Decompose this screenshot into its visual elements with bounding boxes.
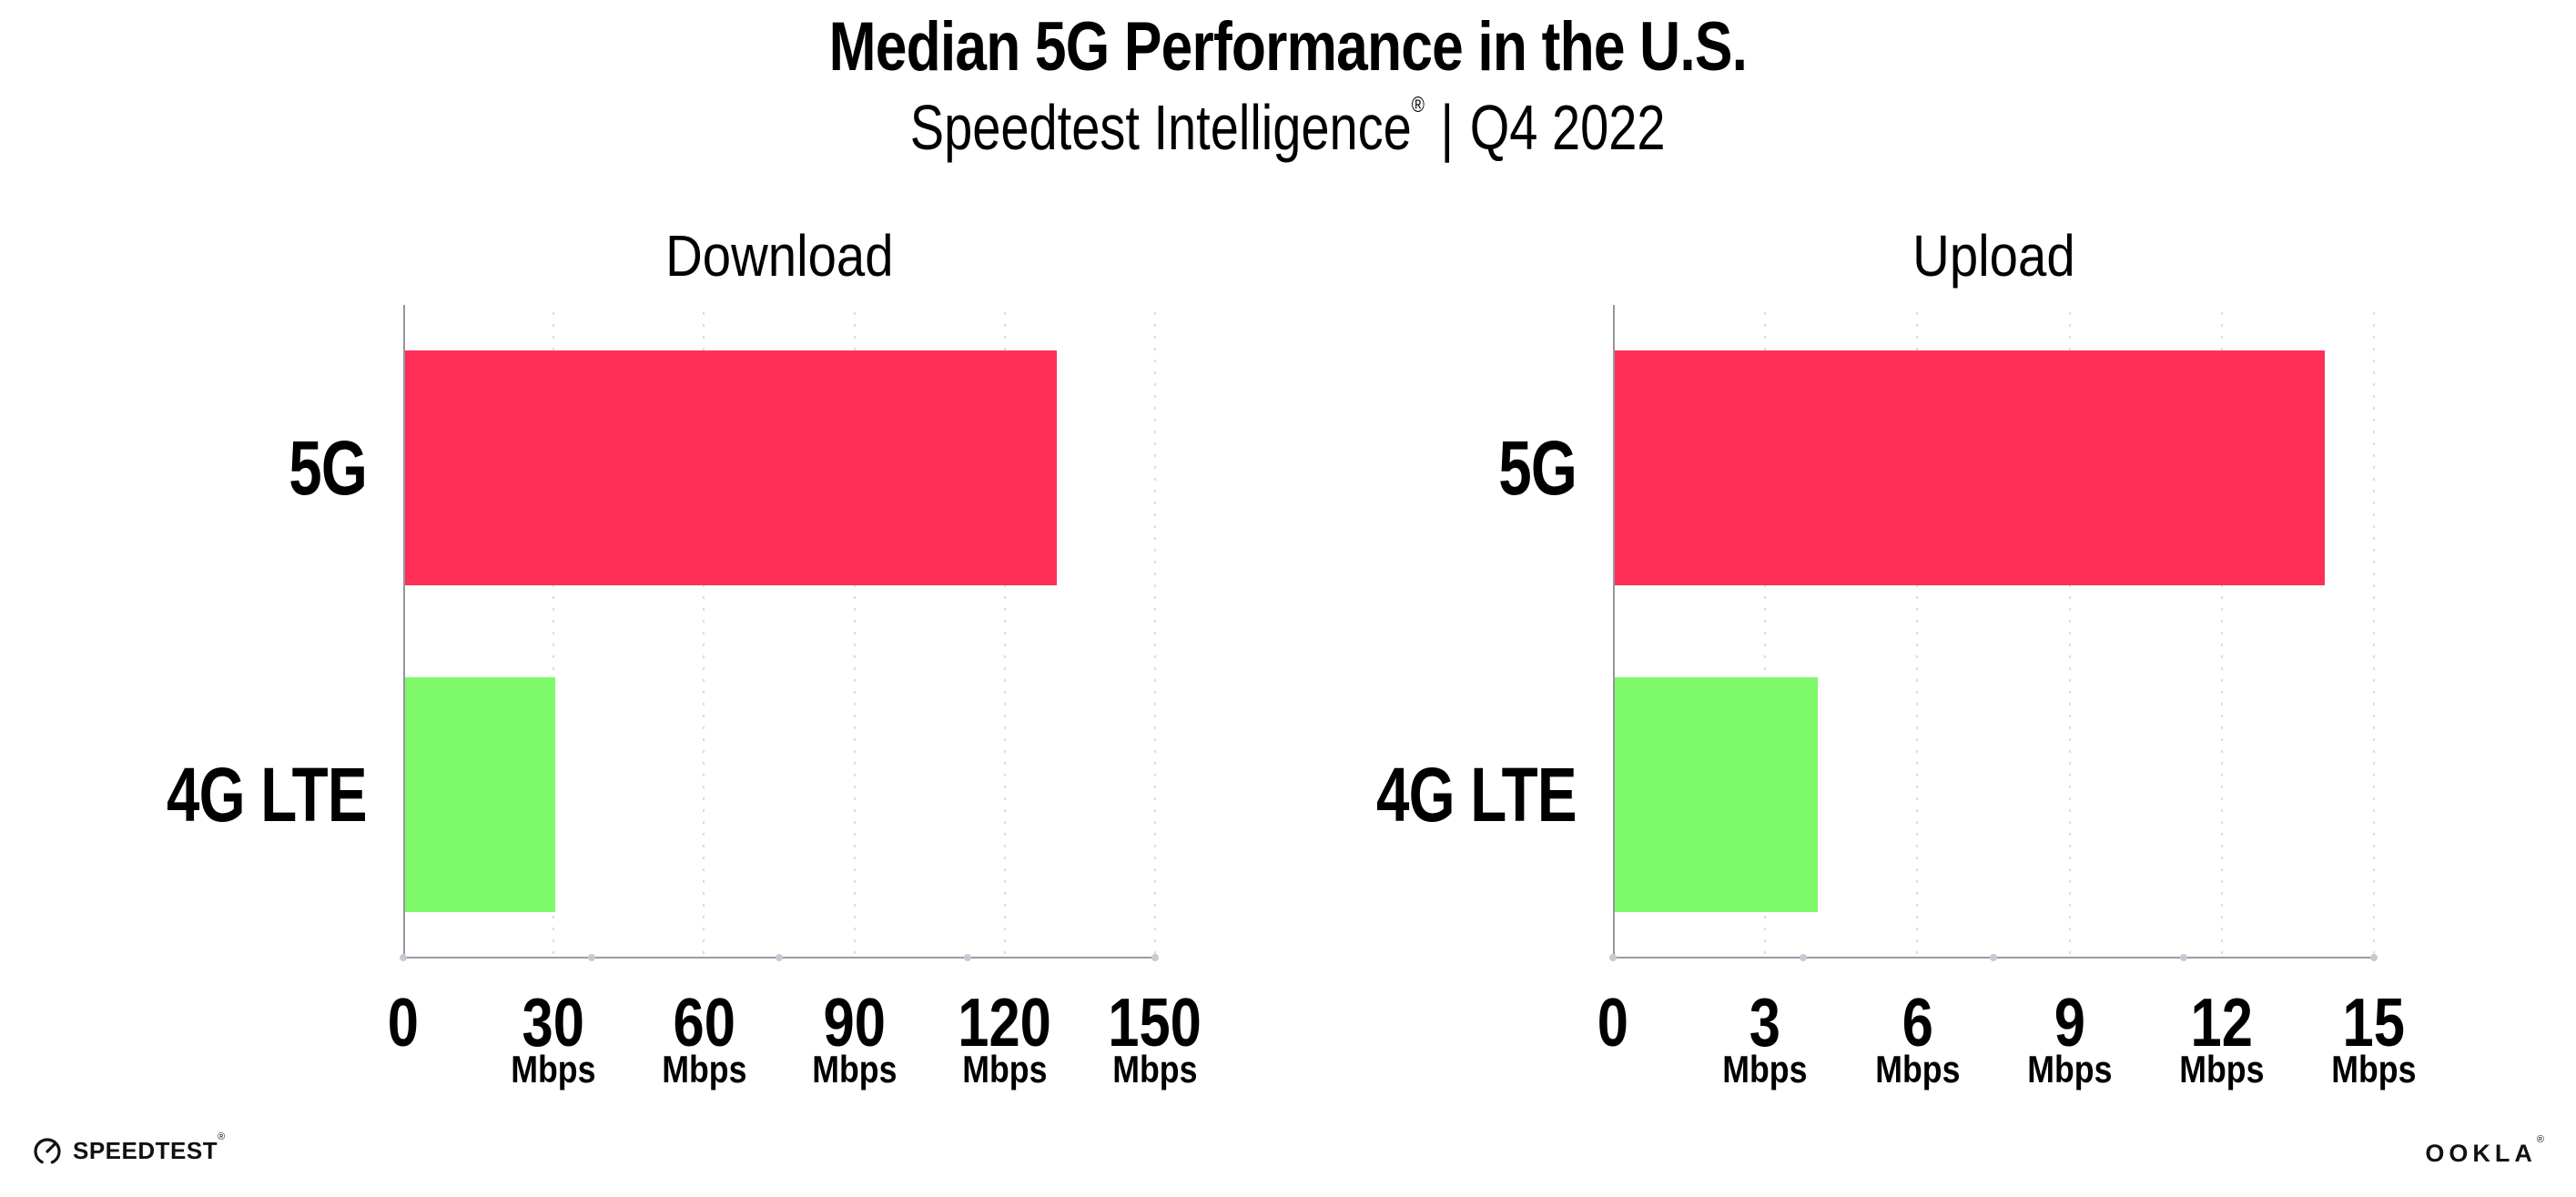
tick-label-text: 12	[2190, 984, 2254, 1060]
gridline-6	[1916, 312, 1919, 957]
category-label-text: 4G LTE	[167, 751, 368, 837]
page-title: Median 5G Performance in the U.S.	[828, 8, 1748, 86]
axis-tick-dot	[1609, 954, 1617, 961]
tick-label-text: 30	[522, 984, 585, 1060]
axis-tick-dot	[2370, 954, 2378, 961]
tick-label-text: 9	[2054, 984, 2085, 1060]
speedtest-wordmark: SPEEDTEST®	[73, 1131, 226, 1164]
tick-unit-text: Mbps	[811, 1048, 898, 1090]
tick-unit-text: Mbps	[1874, 1048, 1960, 1090]
bar-4g-lte-upload	[1615, 677, 1818, 912]
tick-unit-text: Mbps	[962, 1048, 1048, 1090]
category-label-text: 4G LTE	[1376, 751, 1577, 837]
tick-unit-text: Mbps	[2026, 1048, 2113, 1090]
axis-tick-dot	[1800, 954, 1807, 961]
tick-label-text: 120	[958, 984, 1052, 1060]
tick-label-text: 150	[1108, 984, 1202, 1060]
tick-unit-text: Mbps	[511, 1048, 596, 1090]
y-axis-line	[1613, 305, 1615, 959]
tick-label-text: 90	[823, 984, 886, 1060]
tick-label-text: 60	[673, 984, 735, 1060]
gridline-90	[853, 312, 856, 957]
gridline-60	[703, 312, 705, 957]
tick-label-text: 0	[1597, 984, 1629, 1060]
subtitle-brand: Speedtest Intelligence	[910, 92, 1413, 163]
ookla-registered-mark: ®	[2536, 1134, 2549, 1145]
category-label-4g-lte: 4G LTE	[110, 745, 368, 845]
ookla-logo: OOKLA®	[2425, 1134, 2549, 1168]
category-label-4g-lte: 4G LTE	[1320, 745, 1577, 845]
speedtest-registered-mark: ®	[218, 1131, 226, 1142]
bar-5g-upload	[1615, 350, 2326, 585]
download-chart-title: Download	[664, 223, 894, 289]
gridline-3	[1764, 312, 1767, 957]
bar-5g-download	[405, 350, 1057, 585]
page-subtitle: Speedtest Intelligence® | Q4 2022	[0, 91, 2576, 164]
tick-unit-text: Mbps	[661, 1048, 746, 1090]
y-axis-line	[403, 305, 405, 959]
gridline-120	[1003, 312, 1006, 957]
upload-chart-title: Upload	[1912, 223, 2075, 289]
ookla-wordmark: OOKLA	[2425, 1140, 2537, 1167]
category-label-5g: 5G	[1476, 418, 1577, 518]
category-label-text: 5G	[1498, 424, 1577, 511]
tick-label-text: 15	[2342, 984, 2406, 1060]
axis-tick-dot	[776, 954, 783, 961]
category-label-5g: 5G	[267, 418, 368, 518]
tick-unit-text: Mbps	[1112, 1048, 1198, 1090]
axis-tick-dot	[587, 954, 595, 961]
tick-unit-text: Mbps	[2331, 1048, 2417, 1090]
bar-4g-lte-download	[405, 677, 556, 912]
tick-unit-text: Mbps	[1722, 1048, 1808, 1090]
tick-label-text: 6	[1902, 984, 1933, 1060]
tick-unit-text: Mbps	[2179, 1048, 2265, 1090]
tick-label-text: 3	[1749, 984, 1781, 1060]
subtitle-divider: |	[1440, 92, 1455, 163]
gridline-30	[553, 312, 555, 957]
download-chart: 5G 4G LTE 0 30 Mbps 60 Mbps 90 Mbps 120 Mbps 150 Mbp…	[167, 305, 1202, 1090]
registered-mark: ®	[1412, 93, 1425, 117]
speedtest-gauge-icon	[31, 1134, 64, 1167]
gridline-150	[1154, 312, 1156, 957]
tick-label-text: 0	[387, 984, 420, 1060]
category-label-text: 5G	[289, 424, 368, 511]
speedtest-logo: SPEEDTEST®	[31, 1131, 226, 1167]
axis-tick-dot	[2180, 954, 2187, 961]
axis-tick-dot	[1990, 954, 1997, 961]
subtitle-period: Q4 2022	[1470, 92, 1666, 163]
gridline-15	[2373, 312, 2375, 957]
axis-tick-dot	[963, 954, 971, 961]
upload-chart: 5G 4G LTE 0 3 Mbps 6 Mbps 9 Mbps 12 Mbps 15 Mbps	[1376, 305, 2417, 1090]
gridline-12	[2220, 312, 2223, 957]
axis-tick-dot	[1151, 954, 1159, 961]
axis-tick-dot	[400, 954, 407, 961]
gridline-9	[2068, 312, 2071, 957]
